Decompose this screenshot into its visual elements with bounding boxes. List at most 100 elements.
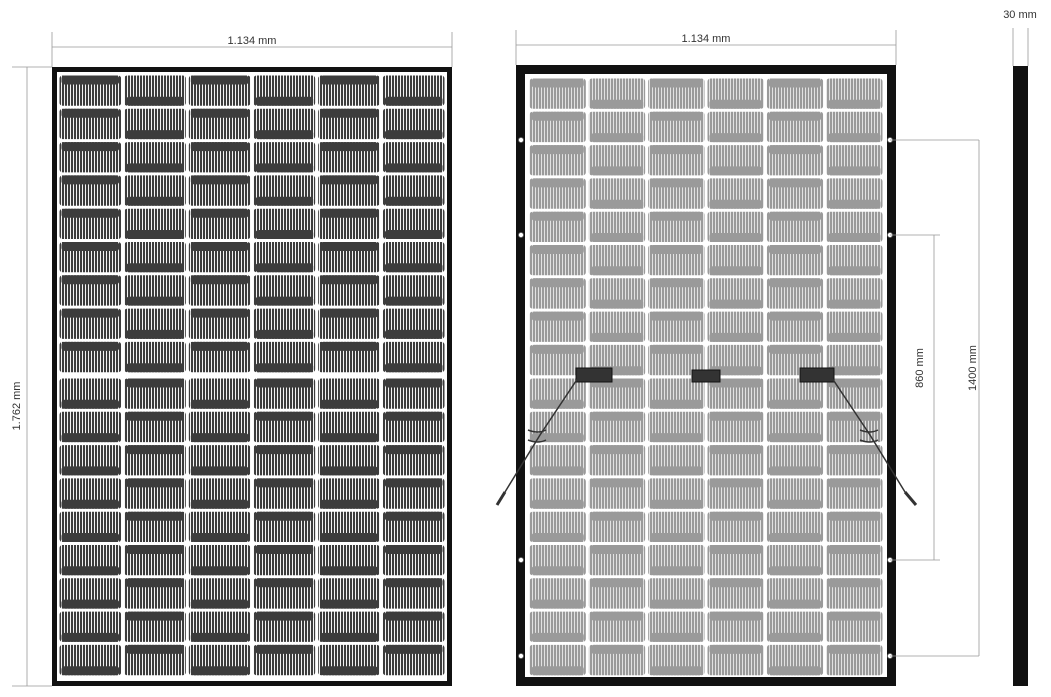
cell-bar [768,178,822,188]
cell-bar [384,644,443,654]
cell-bar [384,230,443,239]
cell-bar [190,533,249,542]
cell-bar [126,163,184,173]
cell-bar [650,466,703,476]
cell-bar [61,533,120,542]
cell-bar [650,499,703,509]
cell-bar [190,275,249,285]
cell-bar [650,145,703,155]
mount-inner-label: 860 mm [914,348,926,388]
cell-bar [828,133,881,143]
cell-bar [828,99,881,109]
cell-bar [384,611,443,621]
cell-bar [590,644,644,654]
cell-bar [531,566,584,576]
cell-bar [650,632,703,642]
junction-boxes [575,367,835,383]
cell-bar [61,341,120,351]
side-profile [1013,66,1028,686]
cell-bar [126,411,184,421]
cell-bar [320,466,378,476]
cell-bar [384,511,443,521]
cell-bar [768,111,822,121]
cell-bar [61,75,120,85]
cell-bar [650,666,703,676]
cell-bar [320,499,378,509]
cell-bar [126,445,184,455]
cell-bar [190,308,249,318]
cell-bar [709,644,762,654]
cell-bar [828,445,881,455]
cell-bar [320,108,378,118]
back-width-label: 1.134 mm [682,33,731,45]
cell-bar [590,545,644,554]
cell-bar [768,499,822,509]
cell-bar [255,578,314,588]
cell-bar [709,545,762,554]
cell-bar [709,478,762,488]
cell-bar [768,632,822,642]
cell-bar [255,411,314,421]
cell-bar [126,578,184,588]
cell-bar [384,296,443,306]
cell-bar [531,533,584,542]
cell-bar [126,611,184,621]
cell-bar [61,108,120,118]
cell-bar [590,266,644,276]
back-cells [529,78,883,676]
cell-bar [828,366,881,376]
cell-bar [531,278,584,288]
cell-bar [650,433,703,443]
cell-bar [320,399,378,409]
cell-bar [190,242,249,251]
cell-bar [255,263,314,273]
cell-bar [255,378,314,388]
cell-bar [590,199,644,209]
cell-bar [650,533,703,542]
cables [495,377,918,506]
cell-bar [126,478,184,488]
cell-bar [650,344,703,354]
cell-bar [320,75,378,85]
cell-bar [126,644,184,654]
cell-bar [650,566,703,576]
front-width-label: 1.134 mm [228,35,277,47]
cell-bar [768,344,822,354]
cell-bar [768,278,822,288]
cell-bar [384,263,443,273]
cell-bar [768,533,822,542]
cell-bar [190,108,249,118]
cell-bar [320,242,378,251]
cell-bar [590,299,644,309]
cell-bar [320,533,378,542]
cell-bar [590,233,644,242]
cell-bar [384,478,443,488]
cell-bar [828,611,881,621]
cell-bar [531,78,584,88]
cell-bar [190,142,249,152]
cell-bar [61,499,120,509]
cell-bar [590,99,644,109]
cell-bar [531,344,584,354]
height-label: 1.762 mm [11,382,23,431]
cell-bar [650,245,703,254]
cell-bar [255,478,314,488]
cell-bar [828,266,881,276]
cell-bar [190,175,249,185]
cell-bar [590,133,644,143]
cell-bar [709,332,762,342]
cell-bar [590,445,644,455]
cell-bar [709,445,762,455]
cell-bar [531,111,584,121]
cell-bar [384,378,443,388]
cell-bar [384,130,443,140]
cell-bar [384,411,443,421]
cell-bar [768,466,822,476]
front-cells [59,75,445,676]
cell-bar [126,363,184,373]
cell-bar [709,366,762,376]
cell-bar [190,399,249,409]
cell-bar [61,308,120,318]
cell-bar [828,199,881,209]
